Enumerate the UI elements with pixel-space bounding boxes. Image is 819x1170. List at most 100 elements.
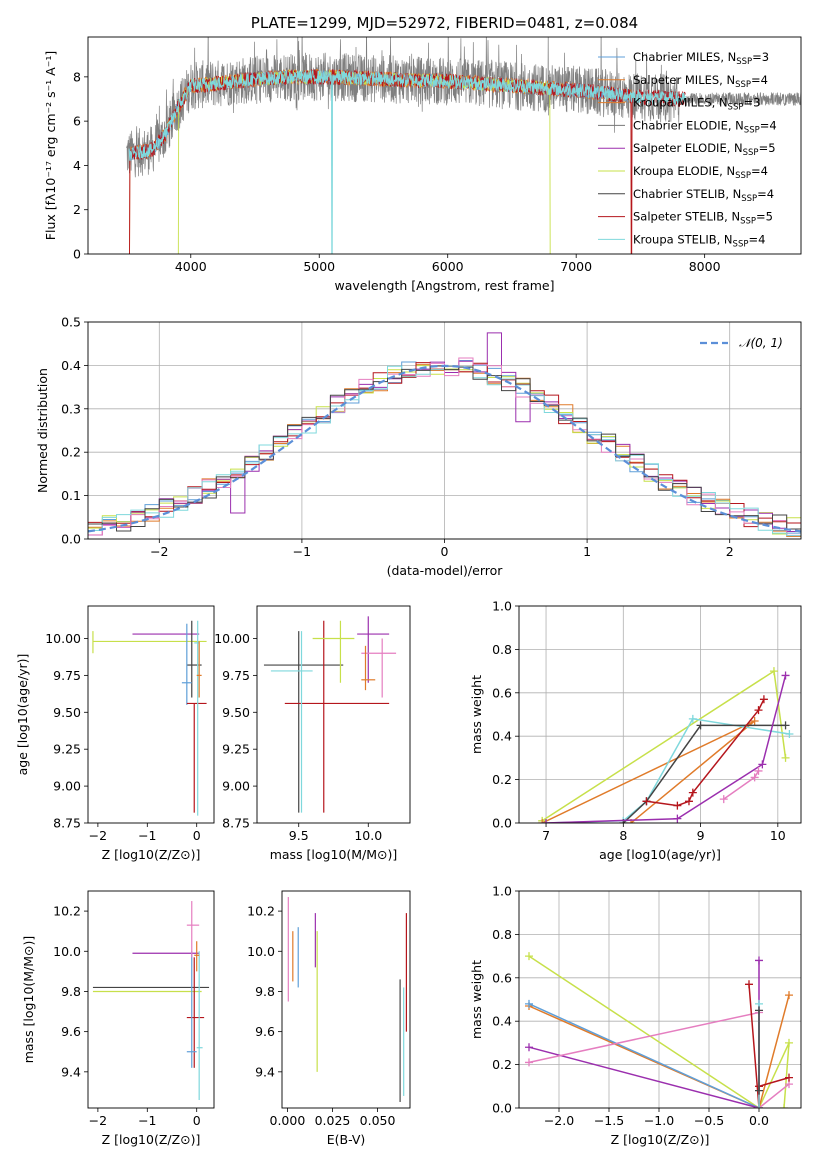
legend-label: Salpeter STELIB, NSSP=5	[633, 210, 773, 227]
y-tick-label: 10.00	[214, 631, 250, 646]
point-marker	[542, 819, 551, 823]
point-marker	[642, 797, 651, 806]
data-spectrum-line	[126, 37, 801, 178]
x-tick-label: 9	[697, 828, 705, 843]
y-axis-label: mass weight	[469, 675, 484, 754]
x-tick-label: 7	[542, 828, 550, 843]
y-tick-label: 2	[73, 202, 81, 217]
point-marker	[684, 797, 693, 806]
y-tick-label: 4	[73, 158, 81, 173]
point-marker	[525, 1058, 533, 1067]
legend-label: 𝒩(0, 1)	[739, 336, 783, 350]
point-marker	[781, 721, 790, 730]
point-marker	[759, 695, 768, 704]
series-line	[646, 698, 765, 807]
y-tick-label: 0.4	[492, 1014, 512, 1029]
legend: 𝒩(0, 1)	[700, 336, 783, 350]
legend-label: Chabrier STELIB, NSSP=4	[633, 187, 774, 204]
y-tick-label: 10.0	[53, 944, 81, 959]
panel-weight-vs-Z: −2.0 −1.5 −1.0 −0.5 0.0 0.0 0.2 0.4 0.6 0.8 1.0 Z […	[469, 884, 802, 1147]
point-marker	[688, 788, 697, 797]
y-tick-label: 10.0	[247, 944, 275, 959]
point-marker	[785, 1038, 793, 1047]
legend-label: Chabrier MILES, NSSP=3	[633, 50, 769, 67]
y-tick-label: 8.75	[222, 816, 250, 831]
x-tick-label: 0	[441, 544, 449, 559]
axes-frame	[87, 890, 215, 1109]
point-marker	[719, 795, 728, 804]
y-tick-label: 0.0	[492, 816, 512, 831]
x-tick-label: 2	[726, 544, 734, 559]
y-tick-label: 9.50	[222, 705, 250, 720]
x-tick-label: 5000	[303, 259, 335, 274]
y-tick-label: 0.0	[61, 532, 81, 547]
x-tick-label: −1.5	[594, 1113, 624, 1128]
legend-label: Chabrier ELODIE, NSSP=4	[633, 118, 777, 135]
point-marker	[758, 760, 767, 769]
y-tick-label: 9.00	[222, 779, 250, 794]
axes-frame	[256, 605, 411, 824]
y-tick-label: 0.8	[492, 642, 512, 657]
series-line	[622, 724, 786, 823]
series-line	[545, 675, 787, 823]
legend-label: Kroupa MILES, NSSP=3	[633, 96, 760, 113]
point-marker	[745, 980, 753, 989]
x-tick-label: 10	[770, 828, 786, 843]
x-tick-label: −0.5	[694, 1113, 724, 1128]
point-marker	[750, 717, 759, 726]
legend-label: Salpeter ELODIE, NSSP=5	[633, 141, 776, 158]
series-line	[528, 955, 790, 1108]
y-tick-label: 0.2	[61, 445, 81, 460]
histogram-line	[88, 332, 801, 536]
y-tick-label: 0.6	[492, 970, 512, 985]
y-tick-label: 9.75	[53, 668, 81, 683]
x-tick-label: −1	[293, 544, 311, 559]
y-tick-label: 10.2	[247, 904, 275, 919]
y-tick-label: 10.2	[53, 904, 81, 919]
y-tick-label: 1.0	[492, 884, 512, 899]
y-axis-label: age [log10(age/yr)]	[15, 654, 30, 776]
x-tick-label: 0	[193, 828, 201, 843]
point-marker	[696, 721, 705, 730]
y-tick-label: 6	[73, 114, 81, 129]
point-marker	[781, 753, 790, 762]
y-tick-label: 0.3	[61, 401, 81, 416]
series-line	[528, 1003, 760, 1108]
legend-label: Kroupa STELIB, NSSP=4	[633, 232, 765, 249]
histograms	[88, 332, 801, 537]
point-marker	[785, 730, 794, 739]
x-tick-label: 9.5	[289, 828, 309, 843]
series-lines	[525, 952, 793, 1108]
panel-mass-vs-ebv: 0.000 0.025 0.050 9.4 9.6 9.8 10.0 10.2 E(B-V)	[247, 890, 411, 1147]
model-spectrum-line	[128, 70, 686, 254]
y-tick-label: 9.6	[61, 1024, 81, 1039]
axes-frame	[281, 890, 411, 1109]
panel-age-vs-Z: −2 −1 0 8.75 9.00 9.25 9.50 9.75 10.00 Z [log10(Z…	[15, 605, 215, 862]
x-tick-label: 0.050	[360, 1113, 396, 1128]
point-marker	[755, 1104, 763, 1108]
spectrum-lines	[126, 37, 801, 254]
x-axis-label: Z [log10(Z/Z⊙)]	[102, 847, 201, 862]
x-axis-label: Z [log10(Z/Z⊙)]	[102, 1132, 201, 1147]
point-marker	[673, 801, 682, 810]
legend-label: Kroupa ELODIE, NSSP=4	[633, 164, 768, 181]
point-marker	[538, 819, 547, 823]
y-axis-label: mass [log10(M/M⊙)]	[21, 936, 36, 1064]
panel-mass-vs-Z: −2 −1 0 9.4 9.6 9.8 10.0 10.2 Z [log10(Z/Z⊙)] mas…	[21, 890, 215, 1147]
x-tick-label: 0.025	[315, 1113, 351, 1128]
x-axis-label: age [log10(age/yr)]	[599, 847, 721, 862]
y-axis-label: Normed distribution	[35, 368, 50, 493]
y-tick-label: 9.4	[255, 1064, 275, 1079]
y-tick-label: 0	[73, 247, 81, 262]
x-axis-label: (data-model)/error	[387, 563, 504, 578]
x-tick-label: −1	[138, 1113, 156, 1128]
errorbars	[263, 616, 397, 813]
legend-label: Salpeter MILES, NSSP=4	[633, 73, 768, 90]
x-tick-label: 4000	[175, 259, 207, 274]
x-tick-label: −1	[138, 828, 156, 843]
point-marker	[780, 1104, 788, 1108]
y-tick-label: 0.1	[61, 488, 81, 503]
x-tick-label: −2	[89, 828, 107, 843]
x-axis-label: wavelength [Angstrom, rest frame]	[334, 278, 554, 293]
x-tick-label: 6000	[432, 259, 464, 274]
